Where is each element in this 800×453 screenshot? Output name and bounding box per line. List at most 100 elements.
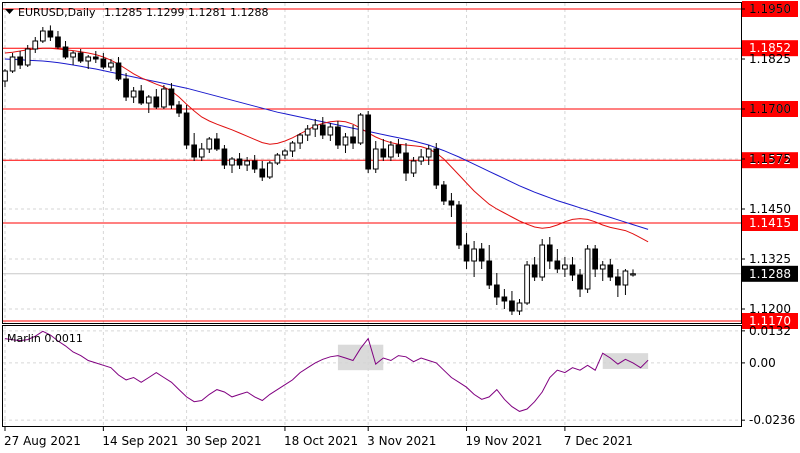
candle-bull <box>539 244 546 278</box>
candlesticks <box>2 25 636 315</box>
ma-fast-line <box>4 47 649 243</box>
candle-bull <box>357 114 364 144</box>
candle-bear <box>259 168 266 178</box>
candle-bear <box>55 36 61 48</box>
candle-bear <box>577 274 583 290</box>
candle-bull <box>372 148 379 170</box>
candle-bear <box>531 264 538 278</box>
candle-bear <box>509 300 515 312</box>
candle-bull <box>130 90 137 98</box>
time-tick-label: 14 Sep 2021 <box>102 434 178 448</box>
oscillator-layer <box>4 330 649 412</box>
candle-bull <box>562 264 568 270</box>
candle-bear <box>17 56 23 66</box>
candle-bull <box>584 248 591 290</box>
candle-bear <box>168 88 175 106</box>
candle-bear <box>62 46 69 58</box>
candle-bull <box>304 128 311 136</box>
oscillator-tick-label: -0.0236 <box>749 413 795 427</box>
moving-averages <box>4 47 649 243</box>
candle-bull <box>161 88 167 108</box>
candle-bull <box>388 144 394 158</box>
chart-menu-triangle-icon[interactable] <box>5 9 14 14</box>
candle-bull <box>85 56 92 62</box>
candle-bear <box>493 284 500 298</box>
candle-bear <box>615 276 621 286</box>
candle-bull <box>108 62 114 68</box>
level-label-bg <box>742 101 798 117</box>
price-tick-label: 1.1325 <box>749 252 791 266</box>
candle-bull <box>524 264 530 304</box>
candle-bull <box>425 148 432 158</box>
candle-bear <box>463 244 470 262</box>
candle-bear <box>365 114 372 170</box>
candle-bear <box>77 52 84 62</box>
level-label-bg <box>742 40 798 57</box>
oscillator-tick-label: 0.0132 <box>749 324 791 338</box>
candle-bear <box>569 264 576 276</box>
candle-bear <box>92 56 99 60</box>
level-label: 1.1700 <box>749 102 791 116</box>
candle-bear <box>350 136 356 144</box>
current-price-label: 1.1288 <box>749 267 791 281</box>
time-tick-label: 3 Nov 2021 <box>367 434 436 448</box>
candle-bull <box>297 134 303 144</box>
candle-bear <box>319 124 326 136</box>
candle-bear <box>478 248 485 262</box>
time-tick-label: 7 Dec 2021 <box>564 434 633 448</box>
level-label-bg <box>742 0 798 17</box>
time-tick-label: 19 Nov 2021 <box>466 434 543 448</box>
candle-bear <box>221 148 228 166</box>
candle-bear <box>123 78 129 98</box>
candle-bear <box>554 260 561 270</box>
candle-bull <box>198 148 205 158</box>
candle-bear <box>448 200 455 206</box>
candle-bull <box>274 154 281 164</box>
current-price-bg <box>742 265 798 282</box>
candle-bear <box>380 148 387 158</box>
candle-bear <box>251 160 258 170</box>
candle-bear <box>176 104 182 114</box>
price-tick-label: 1.1450 <box>749 202 791 216</box>
candle-bull <box>39 30 46 42</box>
candle-bull <box>342 136 349 146</box>
chart-symbol: EURUSD,Daily <box>18 6 96 19</box>
level-label: 1.1415 <box>749 216 791 230</box>
candle-bear <box>403 152 409 174</box>
candle-bear <box>214 138 220 150</box>
candle-bull <box>516 302 523 312</box>
candle-bull <box>70 52 76 58</box>
candle-bear <box>456 204 462 246</box>
candle-bull <box>2 70 8 82</box>
oscillator-title: Marlin 0.0011 <box>7 332 83 345</box>
candle-bull <box>282 150 288 156</box>
candle-bear <box>335 126 341 146</box>
horizontal-levels: 1.19501.18521.17001.15721.14151.11701.12… <box>3 0 798 329</box>
level-label: 1.1572 <box>749 153 791 167</box>
candle-bear <box>395 144 402 154</box>
time-axis: 27 Aug 2021 14 Sep 2021 30 Sep 2021 18 Oct … <box>4 426 633 448</box>
candle-bear <box>183 112 190 146</box>
candle-bull <box>9 56 16 72</box>
candle-bear <box>236 158 243 166</box>
price-tick-label: 1.1700 <box>749 102 791 116</box>
price-tick-label: 1.1825 <box>749 52 791 66</box>
candle-bear <box>138 90 145 104</box>
candle-bull <box>471 248 477 262</box>
candle-bear <box>100 58 107 68</box>
level-label-bg <box>742 215 798 231</box>
level-label-bg <box>742 313 798 329</box>
level-label-bg <box>742 152 798 169</box>
time-tick-label: 18 Oct 2021 <box>284 434 358 448</box>
candle-bull <box>327 126 334 136</box>
candle-bull <box>229 158 235 166</box>
candle-bull <box>622 270 629 286</box>
candle-bull <box>410 160 417 174</box>
level-label: 1.1170 <box>749 314 791 328</box>
candle-bear <box>115 62 122 80</box>
candle-bull <box>266 162 273 178</box>
candle-bear <box>433 148 440 186</box>
candle-bull <box>244 160 250 166</box>
level-label: 1.1950 <box>749 2 791 16</box>
